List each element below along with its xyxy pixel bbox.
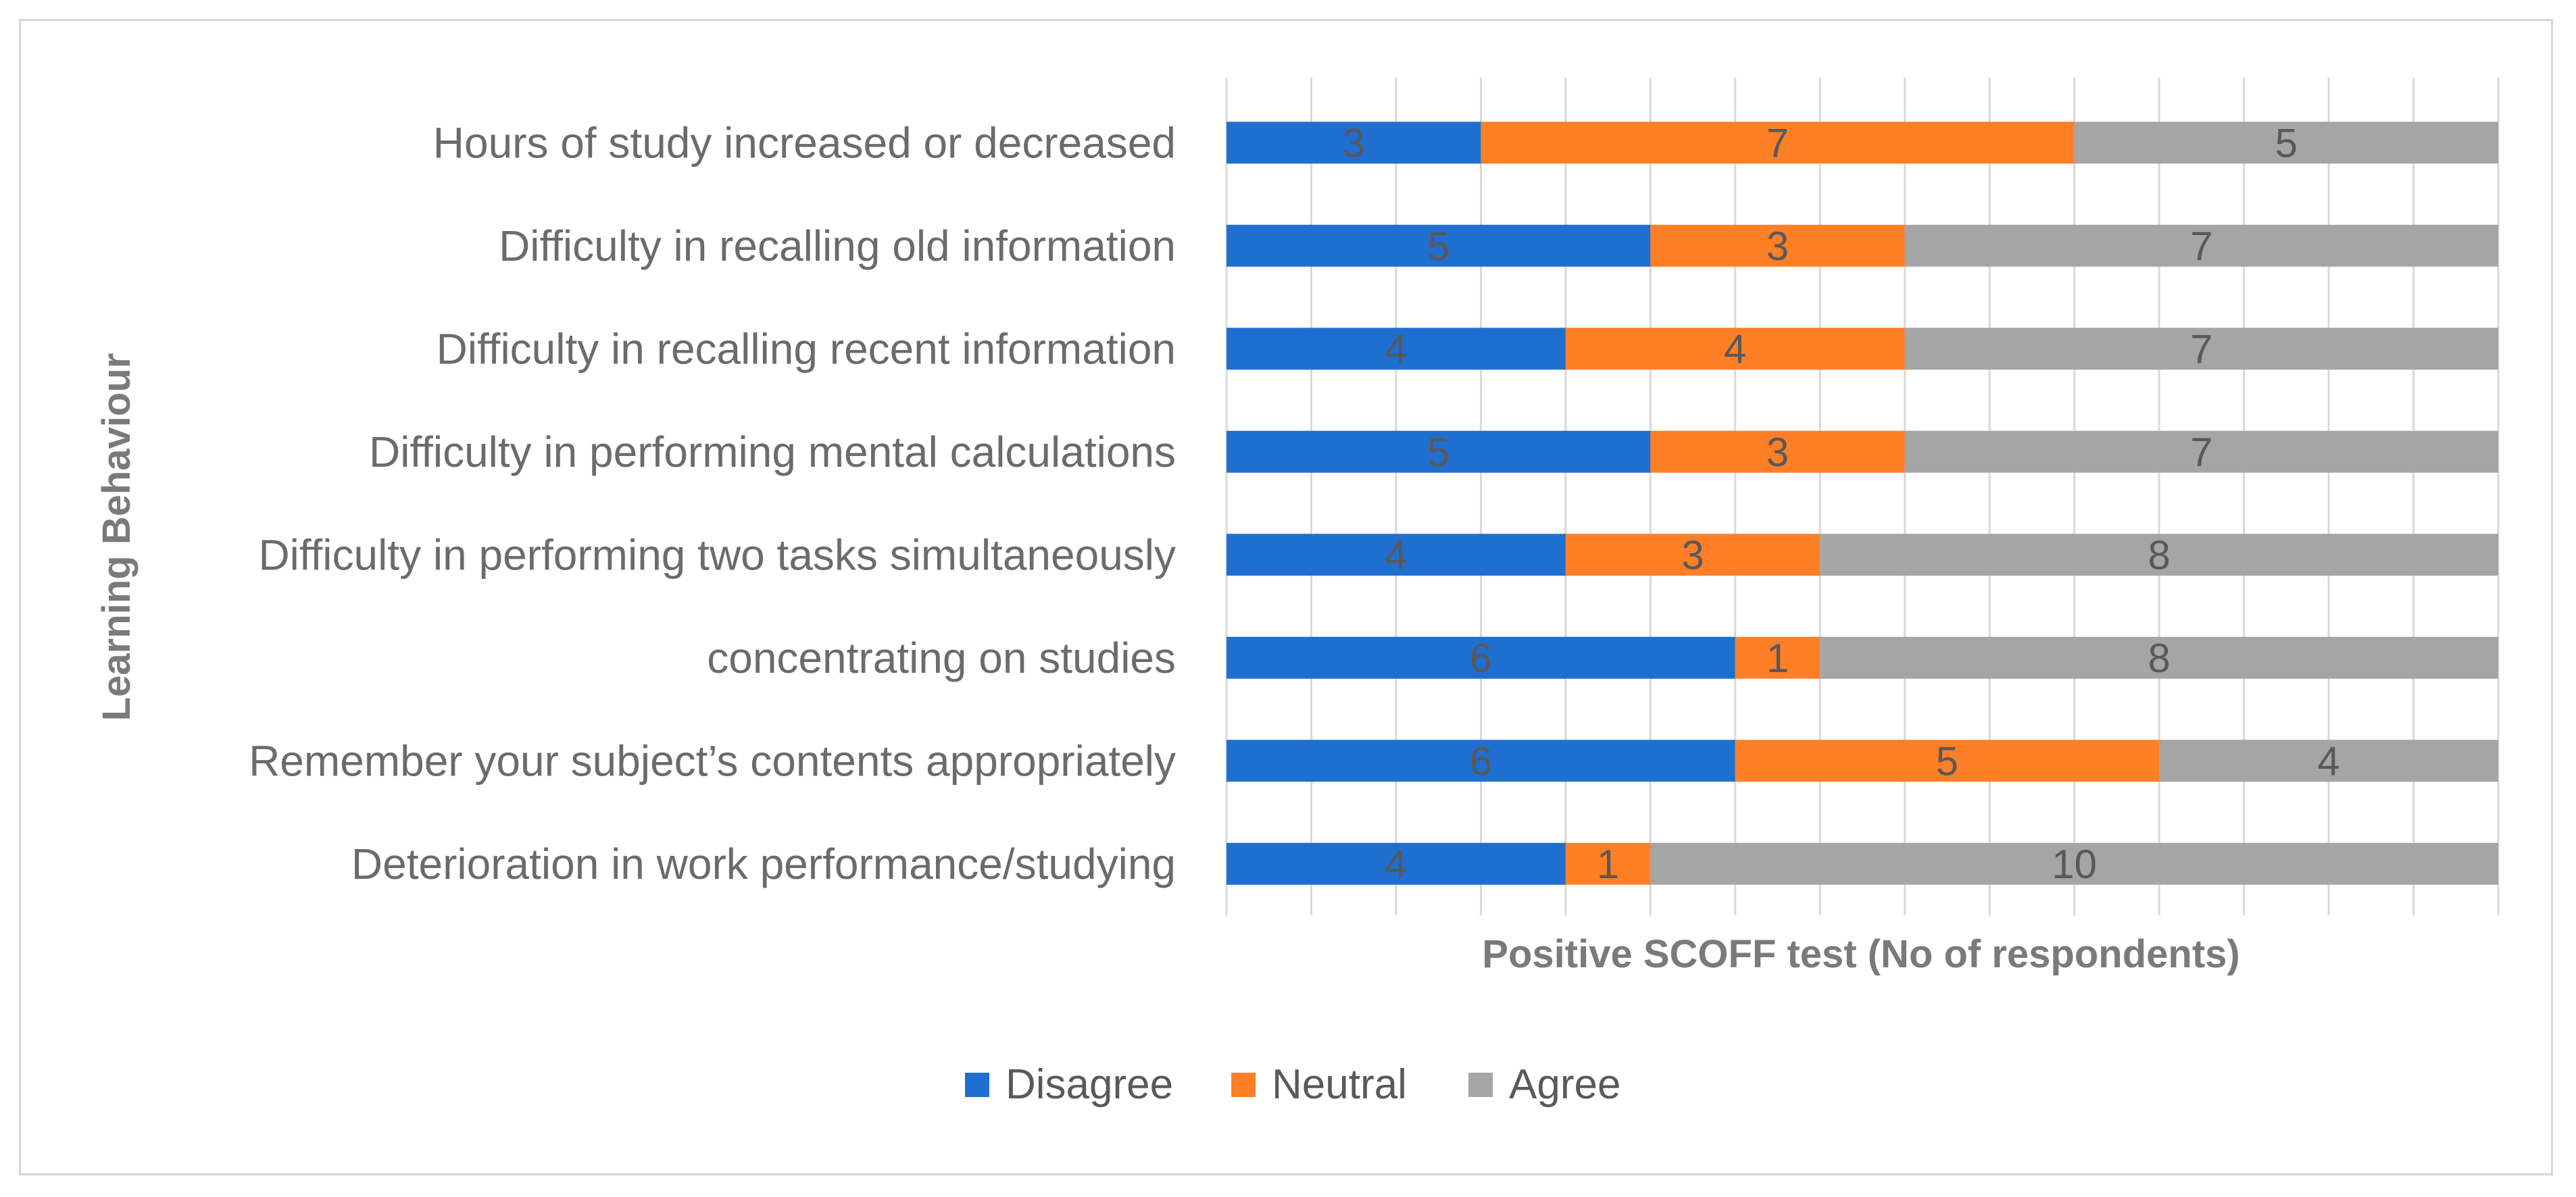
data-label: 3 (1343, 120, 1365, 165)
bar-disagree (1227, 740, 1735, 782)
data-label: 4 (1724, 326, 1746, 372)
data-label: 6 (1470, 738, 1492, 784)
bar-agree (2159, 740, 2498, 782)
bar-disagree (1227, 224, 1651, 267)
legend-swatch-neutral (1231, 1073, 1256, 1097)
data-label: 5 (2275, 120, 2298, 165)
category-label: concentrating on studies (707, 634, 1176, 682)
bar-disagree (1227, 842, 1566, 885)
data-label: 5 (1936, 738, 1958, 784)
data-label: 5 (1427, 224, 1450, 269)
gridlines (1225, 78, 2500, 915)
bar-neutral (1650, 224, 1905, 267)
data-label: 3 (1766, 430, 1789, 475)
data-label: 4 (1385, 532, 1407, 578)
category-label: Remember your subject’s contents appropr… (249, 736, 1176, 785)
category-label: Difficulty in recalling recent informati… (437, 324, 1176, 373)
data-label: 3 (1766, 224, 1789, 269)
bar-neutral (1565, 534, 1820, 576)
bar-disagree (1227, 328, 1566, 370)
bar-agree (1904, 224, 2498, 267)
data-label: 7 (1766, 120, 1789, 165)
bar-disagree (1227, 636, 1735, 679)
data-label: 4 (2317, 738, 2339, 784)
bar-agree (2074, 122, 2498, 164)
data-label: 7 (2190, 224, 2212, 269)
data-label: 6 (1470, 636, 1492, 681)
bar-neutral (1650, 430, 1905, 473)
bar-disagree (1227, 534, 1566, 576)
data-label: 4 (1385, 326, 1407, 372)
bar-agree (1820, 636, 2498, 679)
legend-swatch-disagree (965, 1073, 989, 1097)
data-label: 4 (1385, 842, 1407, 887)
y-axis-title: Learning Behaviour (95, 353, 139, 721)
data-label: 8 (2148, 532, 2170, 578)
bar-agree (1904, 328, 2498, 370)
data-labels: 3 7 5 5 3 7 4 4 7 5 3 7 4 3 8 6 1 8 6 5 4 4 1 10 (1343, 120, 2340, 887)
category-label: Deterioration in work performance/studyi… (351, 840, 1176, 888)
data-label: 3 (1681, 532, 1704, 578)
bar-agree (1904, 430, 2498, 473)
x-axis-title: Positive SCOFF test (No of respondents) (1482, 932, 2239, 976)
category-label: Difficulty in recalling old information (499, 222, 1176, 270)
data-label: 10 (2052, 842, 2097, 887)
bar-agree (1820, 534, 2498, 576)
category-label: Difficulty in performing two tasks simul… (258, 530, 1176, 579)
legend: Disagree Neutral Agree (965, 1061, 1620, 1108)
category-labels: Hours of study increased or decreased Dif… (249, 118, 1176, 888)
data-label: 7 (2190, 326, 2212, 372)
data-label: 1 (1597, 842, 1619, 887)
data-label: 8 (2148, 636, 2170, 681)
category-label: Hours of study increased or decreased (433, 118, 1176, 167)
bar-neutral (1481, 122, 2075, 164)
bar-neutral (1565, 328, 1905, 370)
legend-label-disagree: Disagree (1006, 1061, 1173, 1108)
bar-neutral (1565, 842, 1651, 885)
legend-label-neutral: Neutral (1272, 1061, 1407, 1108)
bars (1227, 122, 2498, 885)
legend-label-agree: Agree (1509, 1061, 1620, 1108)
bar-disagree (1227, 122, 1481, 164)
data-label: 5 (1427, 430, 1450, 475)
chart-frame (19, 19, 2553, 1175)
data-label: 7 (2190, 430, 2212, 475)
data-label: 1 (1766, 636, 1789, 681)
legend-swatch-agree (1468, 1073, 1493, 1097)
bar-neutral (1735, 740, 2160, 782)
bar-agree (1650, 842, 2498, 885)
category-label: Difficulty in performing mental calculat… (369, 428, 1176, 476)
bar-disagree (1227, 430, 1651, 473)
bar-neutral (1735, 636, 1820, 679)
